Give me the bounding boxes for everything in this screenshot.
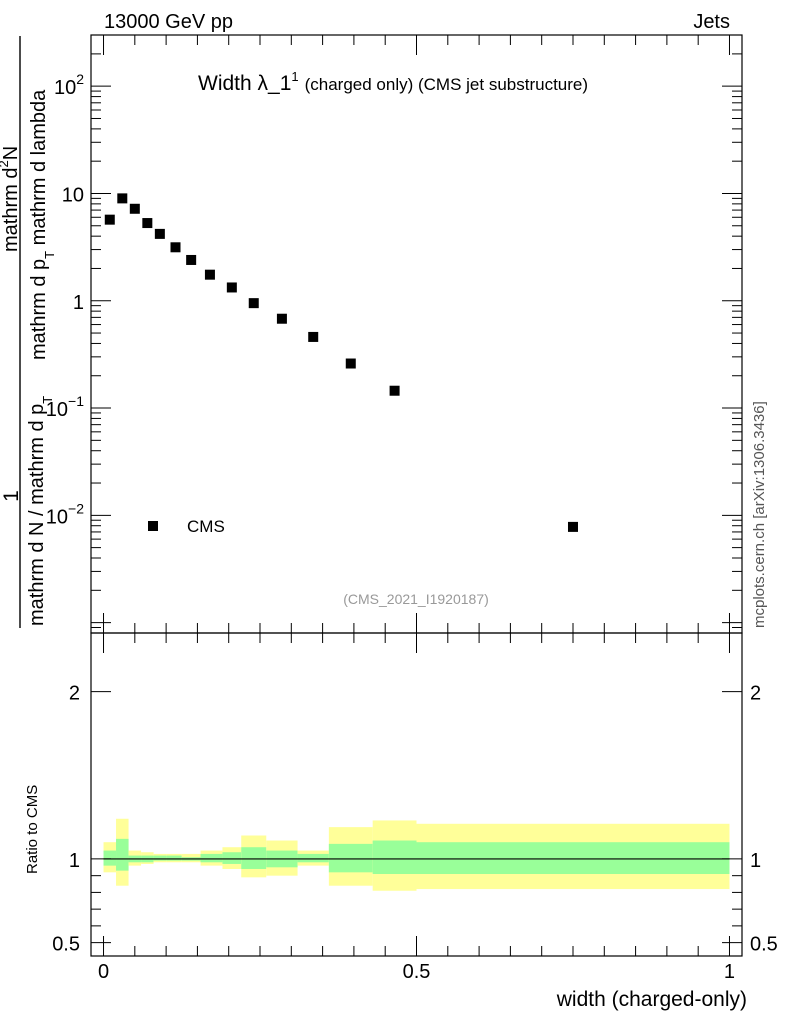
ratio-y-tick-label-right: 0.5 [750, 934, 778, 956]
title-rest: (charged only) (CMS jet substructure) [305, 75, 588, 94]
data-point [567, 521, 578, 532]
x-tick-label: 0 [98, 961, 109, 983]
main-plot-frame [90, 34, 743, 634]
ratio-inner-band [200, 853, 223, 863]
title-main: Width λ_1 [198, 72, 291, 95]
ratio-uncertainty-bands [103, 818, 730, 891]
legend-marker [148, 521, 158, 531]
side-label: mcplots.cern.ch [arXiv:1306.3436] [751, 401, 768, 628]
data-point [226, 282, 237, 293]
ratio-y-tick-label-right: 1 [750, 850, 761, 872]
data-point [142, 218, 153, 229]
data-point [308, 331, 319, 342]
ratio-inner-band [297, 853, 329, 863]
ratio-inner-band [328, 843, 373, 873]
ratio-inner-band [116, 838, 129, 871]
y-label-top-denominator: mathrm d N / mathrm d pT [26, 396, 55, 626]
ratio-y-axis-label: Ratio to CMS [24, 785, 41, 874]
data-point [204, 269, 215, 280]
ratio-tick-labels: 2 2 1 1 0.5 0.5 0 0.5 1 [52, 683, 778, 983]
main-axis-ticks [91, 34, 742, 634]
ratio-axis-ticks [91, 633, 742, 956]
x-axis-label: width (charged-only) [556, 988, 747, 1011]
main-y-tick-label: 1 [73, 292, 84, 314]
ratio-inner-band [372, 840, 417, 874]
ratio-inner-band [222, 852, 242, 864]
x-tick-label: 0.5 [403, 961, 431, 983]
y-label-inner-numerator: mathrm d2N [0, 146, 22, 252]
y-label-inner-denominator: mathrm d pT mathrm d lambda [28, 89, 57, 360]
ratio-y-tick-label-left: 1 [69, 850, 80, 872]
x-tick-label: 1 [724, 961, 735, 983]
data-point [345, 358, 356, 369]
ratio-y-tick-label-left: 2 [69, 683, 80, 705]
data-point [389, 385, 400, 396]
ratio-inner-band [241, 847, 267, 869]
header-category: Jets [693, 11, 730, 33]
data-point [186, 254, 197, 265]
title-sup: 1 [291, 69, 298, 84]
ratio-y-tick-label-left: 0.5 [52, 934, 80, 956]
header-process: 13000 GeV pp [104, 11, 233, 33]
data-point [154, 228, 165, 239]
legend-label: CMS [187, 517, 225, 536]
main-y-tick-label: 102 [54, 71, 84, 99]
analysis-watermark: (CMS_2021_I1920187) [343, 591, 489, 607]
main-title: Width λ_11 (charged only) (CMS jet substr… [198, 69, 588, 95]
cms-data-points [104, 193, 578, 532]
main-y-tick-label: 10−2 [46, 500, 84, 528]
ratio-inner-band [166, 855, 182, 861]
data-point [170, 242, 181, 253]
ratio-y-tick-label-right: 2 [750, 683, 761, 705]
data-point [104, 214, 115, 225]
data-point [248, 298, 259, 309]
ratio-inner-band [416, 842, 730, 874]
main-y-tick-label: 10 [62, 184, 84, 206]
main-y-tick-labels: 102 10 1 10−1 10−2 [46, 71, 84, 528]
main-y-tick-label: 10−1 [46, 393, 84, 421]
data-point [129, 203, 140, 214]
ratio-inner-band [153, 855, 167, 861]
data-point [117, 193, 128, 204]
ratio-inner-band [103, 850, 117, 866]
y-label-top-numerator: 1 [0, 490, 23, 502]
data-point [276, 313, 287, 324]
ratio-plot-frame [90, 632, 743, 957]
main-y-axis-label: 1 mathrm d N / mathrm d pT mathrm d2N ma… [0, 36, 57, 628]
